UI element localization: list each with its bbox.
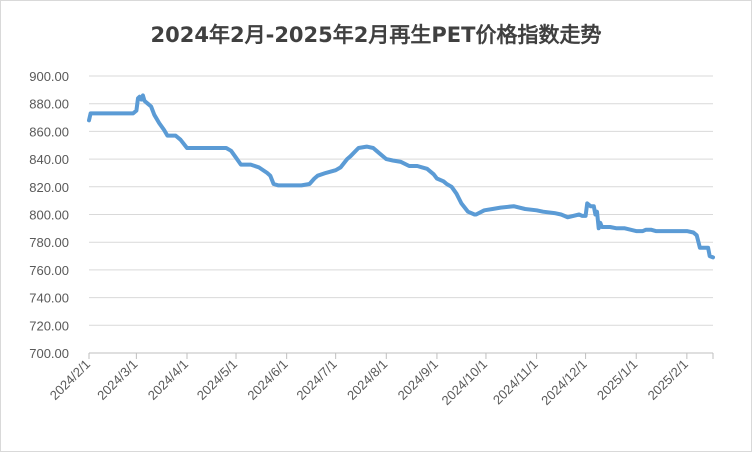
- y-tick-label: 840.00: [29, 152, 69, 167]
- y-tick-label: 880.00: [29, 97, 69, 112]
- y-tick-label: 900.00: [29, 69, 69, 84]
- y-tick-label: 740.00: [29, 291, 69, 306]
- x-tick-label: 2024/5/1: [194, 357, 240, 403]
- x-tick-label: 2024/2/1: [47, 357, 93, 403]
- x-tick-label: 2024/12/1: [538, 357, 590, 409]
- x-tick-label: 2025/1/1: [594, 357, 640, 403]
- y-tick-label: 800.00: [29, 208, 69, 223]
- x-tick-label: 2024/3/1: [94, 357, 140, 403]
- chart-title: 2024年2月-2025年2月再生PET价格指数走势: [150, 23, 602, 47]
- y-tick-label: 860.00: [29, 124, 69, 139]
- y-tick-label: 760.00: [29, 263, 69, 278]
- y-tick-label: 700.00: [29, 346, 69, 361]
- x-tick-label: 2025/2/1: [645, 357, 691, 403]
- y-tick-label: 720.00: [29, 318, 69, 333]
- x-tick-label: 2024/6/1: [244, 357, 290, 403]
- x-tick-label: 2024/8/1: [344, 357, 390, 403]
- x-tick-label: 2024/9/1: [395, 357, 441, 403]
- series-line: [87, 93, 715, 260]
- x-tick-label: 2024/4/1: [145, 357, 191, 403]
- y-tick-label: 820.00: [29, 180, 69, 195]
- x-tick-label: 2024/10/1: [439, 357, 491, 409]
- x-tick-label: 2024/11/1: [490, 357, 541, 408]
- x-tick-label: 2024/7/1: [293, 357, 339, 403]
- y-tick-label: 780.00: [29, 235, 69, 250]
